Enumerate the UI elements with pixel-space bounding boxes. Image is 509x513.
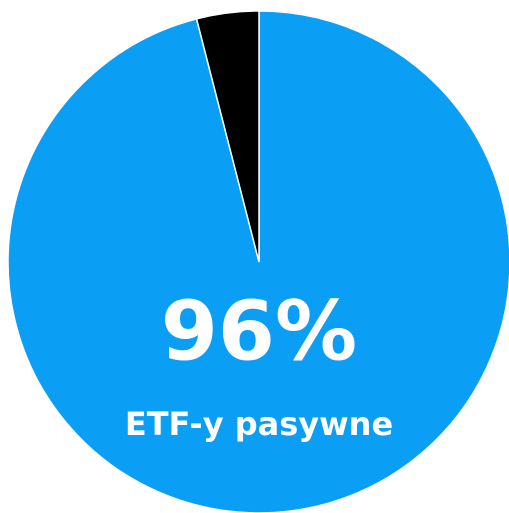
slice-value-label: 96% xyxy=(161,284,357,379)
slice-category-label: ETF-y pasywne xyxy=(125,405,393,443)
pie-slice xyxy=(195,10,260,263)
